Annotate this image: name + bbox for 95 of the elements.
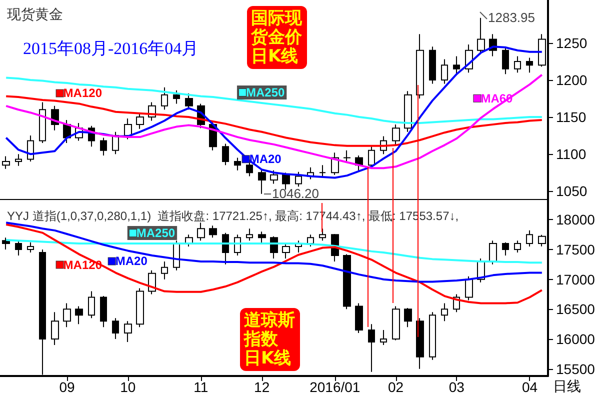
candlestick	[2, 237, 10, 250]
y-tick-label: 16000	[556, 331, 596, 348]
candlestick	[343, 254, 351, 310]
candlestick	[173, 90, 180, 104]
x-tick-label: 2016/01	[310, 379, 360, 395]
candlestick	[526, 230, 533, 248]
candlestick	[514, 240, 521, 253]
chart-title: 现货黄金	[7, 6, 63, 22]
candlestick	[234, 157, 241, 171]
candlestick	[161, 86, 168, 110]
candlestick	[63, 302, 71, 328]
candlestick	[392, 124, 400, 146]
candlestick	[88, 290, 95, 319]
candlestick	[100, 137, 107, 156]
y-tick-label: 1100	[556, 146, 586, 162]
candlestick	[270, 170, 278, 184]
candlestick	[392, 306, 400, 341]
candlestick	[246, 228, 253, 242]
candlestick	[355, 302, 363, 334]
candlestick	[465, 276, 473, 301]
candlestick	[489, 240, 497, 265]
candlestick	[197, 222, 205, 242]
candlestick	[368, 324, 375, 372]
legend-label: MA120	[63, 86, 102, 100]
candlestick	[343, 150, 351, 164]
candlestick	[15, 240, 22, 256]
candlestick	[514, 56, 521, 74]
candlestick	[282, 172, 290, 190]
y-tick-label: 1050	[556, 183, 588, 200]
candlestick	[185, 92, 193, 110]
candlestick	[136, 112, 144, 130]
candlestick	[222, 143, 229, 166]
candlestick	[112, 318, 119, 340]
candlestick	[441, 302, 448, 322]
legend-label: MA250	[136, 226, 176, 240]
candlestick	[307, 234, 314, 248]
candlestick	[429, 312, 436, 360]
legend-label: MA250	[246, 85, 285, 100]
candlestick	[258, 231, 266, 244]
candlestick	[380, 330, 387, 346]
candlestick	[404, 90, 412, 132]
x-tick-label: 12	[254, 379, 270, 395]
candlestick	[441, 58, 448, 84]
y-tick-label: 1250	[556, 34, 588, 51]
line-series	[5, 222, 543, 283]
candlestick	[404, 307, 412, 328]
candlestick	[477, 17, 485, 55]
candlestick	[526, 57, 533, 74]
line-series	[5, 74, 543, 170]
annotation: 1046.20	[272, 186, 319, 201]
y-tick-label: 17500	[556, 242, 596, 258]
candlestick	[502, 46, 509, 75]
candlestick	[416, 34, 424, 100]
candlestick	[2, 156, 10, 170]
candlestick	[416, 318, 424, 370]
text: 日线	[553, 379, 581, 395]
y-tick-label: 16500	[556, 301, 596, 318]
candlestick	[100, 296, 107, 328]
candlestick	[124, 118, 132, 140]
candlestick	[51, 312, 59, 346]
y-tick-label: 17000	[556, 271, 596, 288]
candlestick	[429, 46, 436, 84]
x-tick-label: 09	[59, 379, 75, 395]
x-tick-label: 04	[522, 379, 538, 395]
annotation: 道琼斯指数日K线	[243, 310, 295, 368]
candlestick	[124, 320, 132, 342]
annotation: 国际现货金价日K线	[250, 8, 303, 66]
legend-label: MA20	[249, 152, 282, 166]
candlestick	[453, 56, 460, 75]
text: 2015年08月-2016年04月	[23, 39, 199, 58]
candlestick	[502, 242, 509, 256]
candlestick	[75, 306, 83, 325]
candlestick	[282, 243, 290, 259]
line-series	[5, 223, 543, 304]
x-tick-label: 02	[388, 379, 404, 395]
candlestick	[39, 102, 46, 144]
y-tick-label: 1150	[556, 109, 586, 126]
annotation: 1283.95	[488, 10, 535, 25]
candlestick	[209, 225, 217, 238]
candlestick	[319, 164, 326, 178]
x-tick-label: 11	[194, 379, 208, 395]
legend-label: MA20	[115, 254, 148, 268]
candlestick	[15, 154, 22, 166]
candlestick	[295, 171, 302, 188]
candlestick	[222, 232, 229, 265]
candlestick	[368, 146, 375, 168]
line-series	[5, 76, 543, 124]
y-tick-label: 15500	[556, 360, 596, 377]
candlestick	[136, 288, 144, 328]
y-tick-label: 1200	[556, 72, 588, 88]
candlestick	[27, 242, 34, 253]
x-tick-label: 10	[120, 379, 136, 395]
candlestick	[161, 260, 168, 280]
y-tick-label: 18000	[556, 212, 596, 228]
x-tick-label: 03	[448, 379, 465, 395]
